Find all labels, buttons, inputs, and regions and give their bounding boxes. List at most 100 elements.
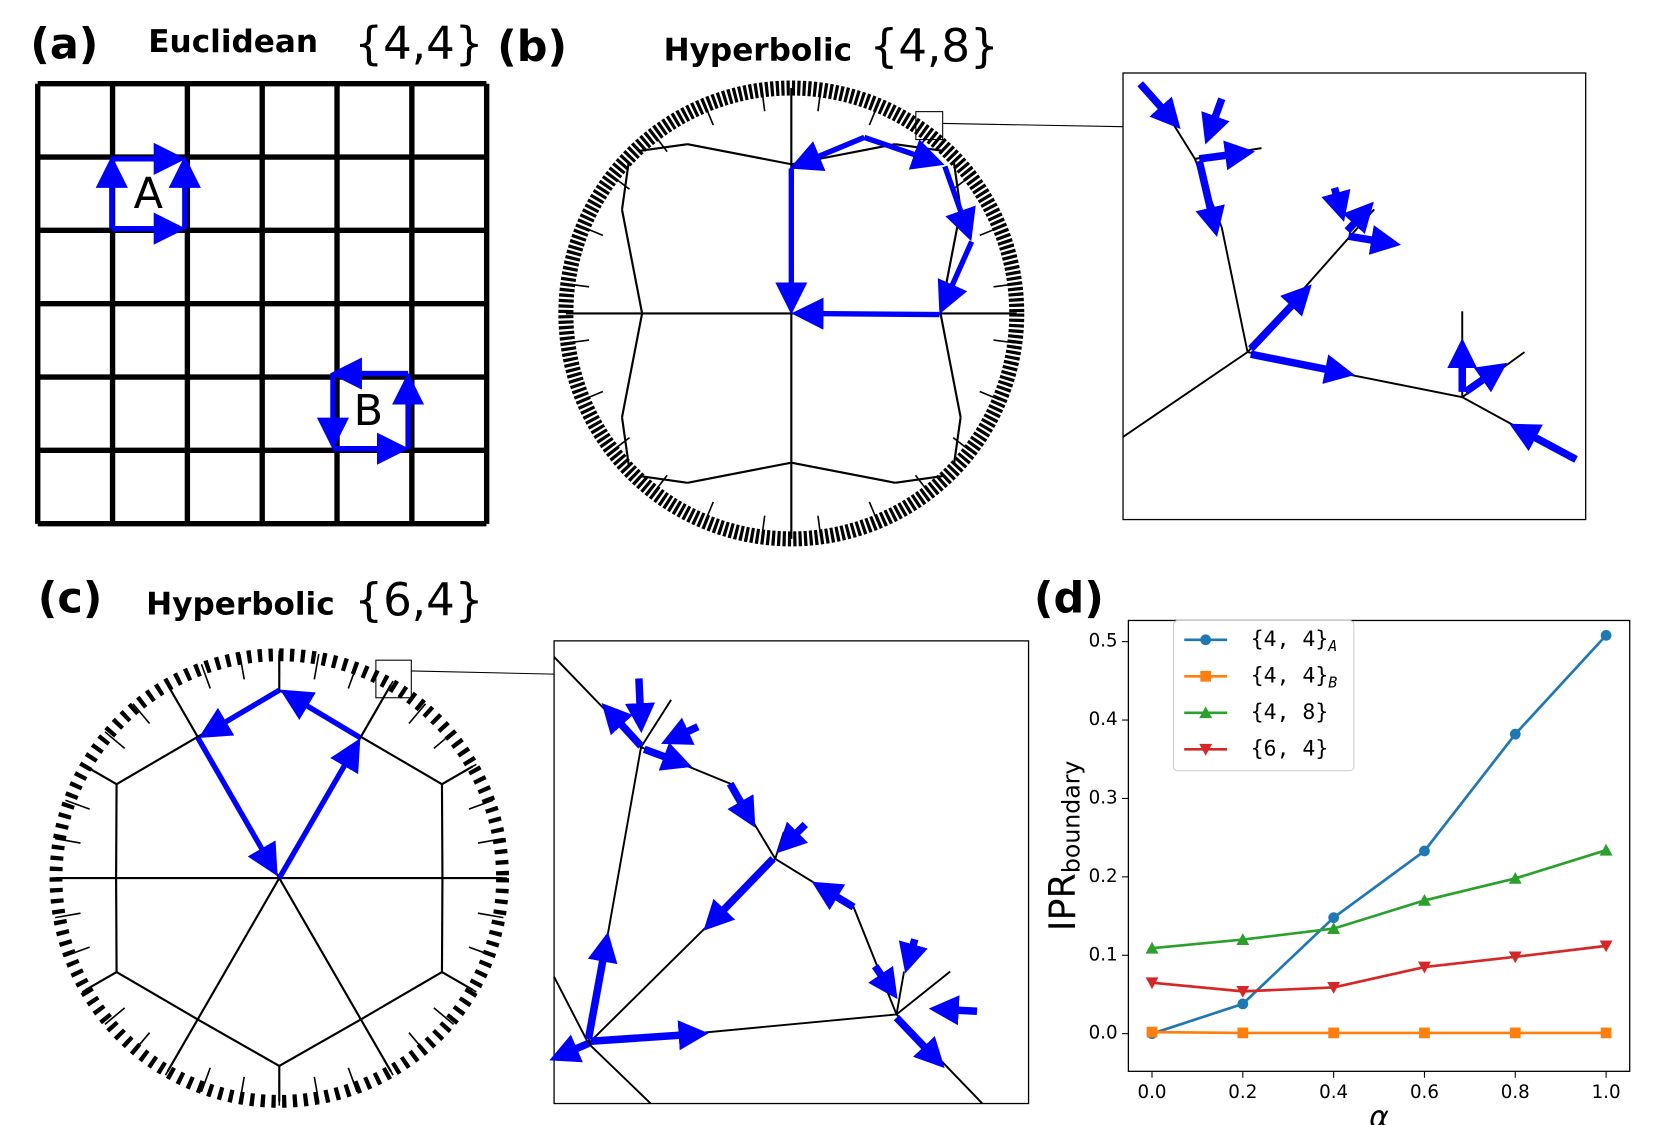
x-tick-label: 0.2 [1228, 1082, 1257, 1103]
edge [116, 735, 199, 786]
edge [347, 663, 358, 689]
edge [704, 501, 715, 523]
series-line [1151, 848, 1607, 950]
edge [993, 339, 1015, 344]
series-line [1151, 634, 1608, 1035]
edge [567, 339, 590, 344]
plot-area [1127, 619, 1631, 1072]
edge [196, 877, 281, 1020]
legend-name: {4, 4} [1251, 663, 1329, 688]
edge [81, 763, 105, 778]
point [1328, 1027, 1340, 1039]
panel-label: (b) [497, 22, 567, 72]
point [1599, 940, 1613, 953]
edge [468, 946, 494, 957]
y-tick-label: 0.4 [1089, 709, 1118, 730]
point [1199, 706, 1213, 719]
point [1236, 933, 1250, 945]
edge [65, 946, 90, 957]
edge [582, 226, 604, 237]
edge [65, 799, 90, 810]
edge [567, 283, 590, 288]
edge [817, 89, 822, 112]
point [1328, 912, 1340, 924]
edge [81, 978, 105, 993]
edge [278, 1018, 362, 1067]
loop-a [95, 142, 201, 245]
point [1600, 1027, 1612, 1039]
y-axis-label-sub: boundary [1057, 761, 1085, 874]
edge [116, 971, 199, 1021]
point [1509, 728, 1521, 740]
edge [939, 313, 962, 418]
panel-symbol: {6,4} [354, 573, 483, 626]
edge [132, 703, 151, 725]
edge [200, 663, 212, 689]
x-tick-label: 0.0 [1138, 1082, 1167, 1103]
loop-label: B [354, 386, 383, 436]
edge [653, 134, 668, 153]
edge [687, 143, 792, 166]
loop-label: A [134, 169, 163, 219]
zoom-line [942, 122, 1124, 128]
edge [582, 390, 604, 401]
x-axis-label: α [1369, 1100, 1389, 1125]
edge [620, 313, 644, 418]
legend-name: {4, 8} [1251, 700, 1329, 725]
edge [704, 104, 715, 126]
point [1508, 951, 1522, 964]
edge [379, 1052, 394, 1076]
edge [453, 763, 477, 778]
point [1418, 961, 1431, 974]
edge [939, 209, 962, 314]
edge [132, 1032, 151, 1053]
edge [952, 436, 971, 452]
series-line [1151, 1030, 1607, 1035]
point [1419, 1027, 1430, 1039]
point [1145, 977, 1159, 990]
point [1508, 871, 1522, 884]
y-tick-label: 0.0 [1089, 1023, 1118, 1044]
legend-name: {4, 4} [1251, 627, 1329, 652]
legend-label: {4, 8} [1251, 700, 1329, 725]
loop-b [316, 357, 425, 465]
y-tick-label: 0.1 [1089, 944, 1118, 965]
edge [238, 1076, 246, 1103]
edge [761, 515, 766, 538]
edge [313, 653, 320, 680]
edge [914, 474, 930, 493]
loop-path [195, 687, 362, 880]
inset [1122, 72, 1587, 521]
x-tick-label: 0.4 [1319, 1082, 1348, 1103]
edge [687, 461, 792, 484]
panel-title: Euclidean [148, 24, 318, 60]
edge [360, 735, 443, 786]
edge [993, 283, 1015, 288]
edge [761, 89, 766, 112]
panel-title: Hyperbolic [664, 33, 853, 69]
loop-path [775, 134, 976, 330]
point [1419, 845, 1430, 857]
point [1145, 941, 1159, 954]
point [1200, 670, 1212, 682]
y-tick-label: 0.5 [1089, 631, 1118, 652]
edge [55, 912, 81, 919]
edge [791, 461, 896, 484]
edge [468, 799, 494, 810]
edge [360, 971, 443, 1021]
edge [477, 912, 504, 919]
point [1146, 1026, 1158, 1038]
inset [553, 640, 1030, 1105]
edge [653, 474, 668, 493]
x-tick-label: 0.8 [1501, 1082, 1530, 1103]
edge [200, 1067, 212, 1093]
point [1509, 1027, 1521, 1039]
legend-label: {4, 4}B [1251, 663, 1338, 691]
legend-subscript: B [1328, 673, 1337, 691]
inset-detail [549, 656, 984, 1105]
edge [278, 877, 362, 1020]
edge [197, 1018, 280, 1067]
edge [238, 653, 246, 680]
edge [104, 731, 126, 749]
